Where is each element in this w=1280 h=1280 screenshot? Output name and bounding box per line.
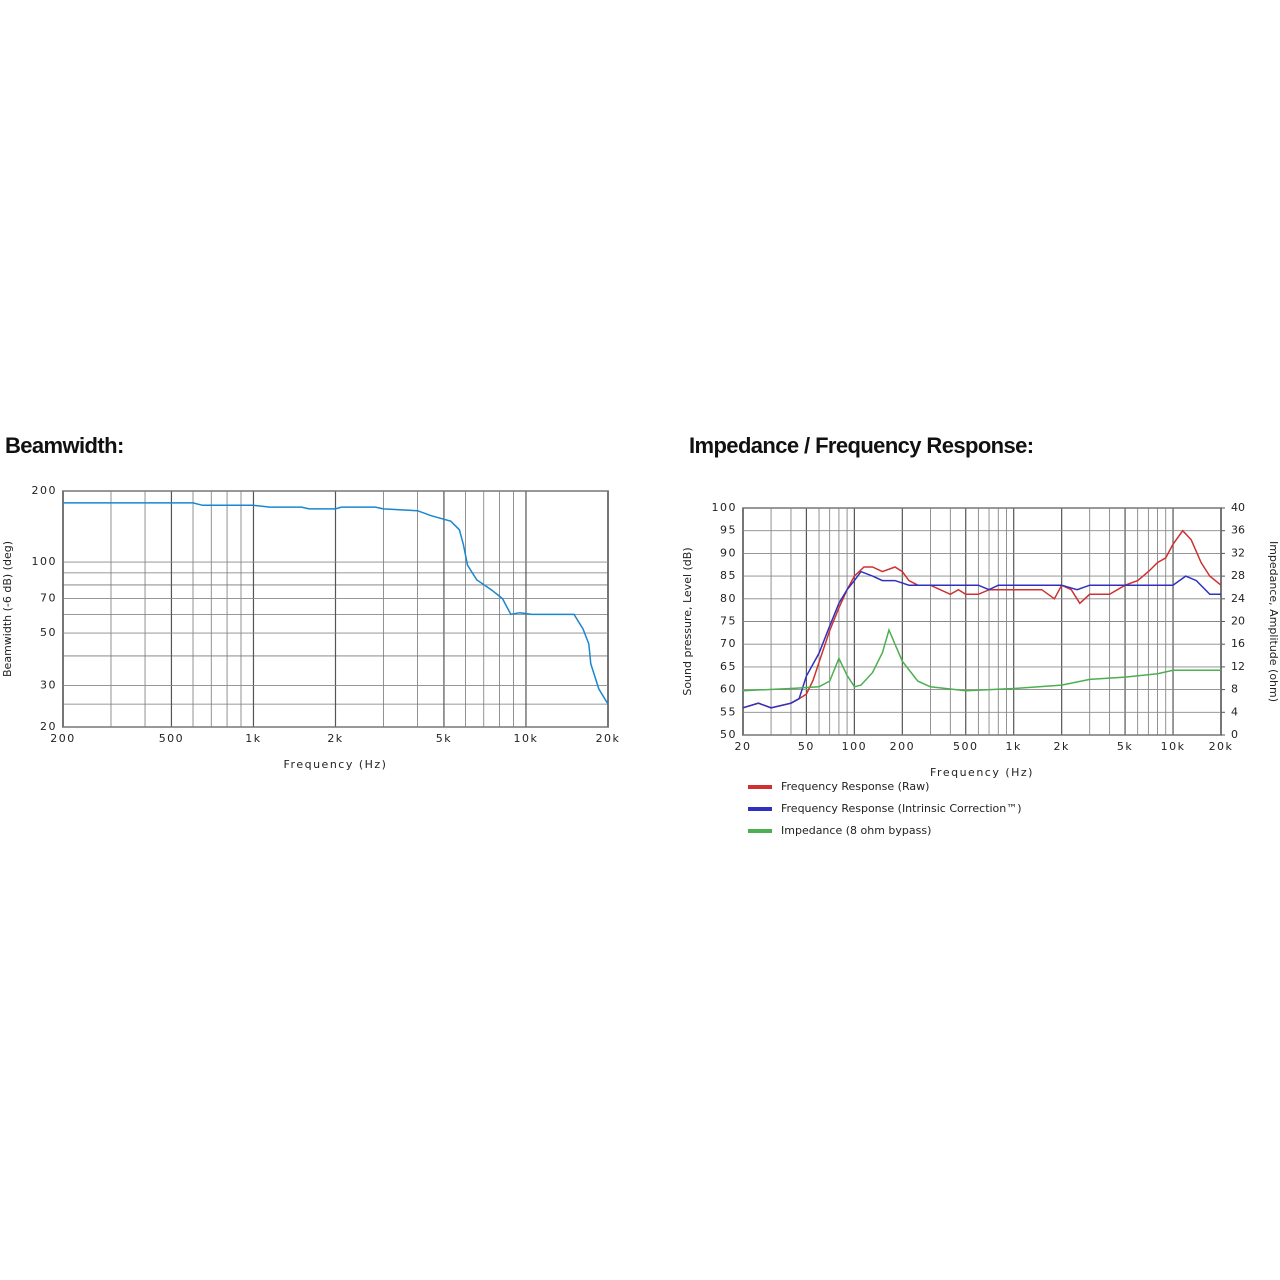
x-tick-label: 500: [953, 740, 979, 753]
x-tick-label: 2k: [1053, 740, 1069, 753]
y-tick-label: 30: [40, 678, 57, 691]
y-tick-label: 50: [40, 626, 57, 639]
legend-swatch: [748, 785, 772, 789]
y2-tick-label: 20: [1231, 615, 1245, 628]
x-tick-label: 100: [842, 740, 868, 753]
x-tick-label: 2k: [327, 732, 343, 745]
y2-tick-label: 28: [1231, 569, 1245, 582]
x-tick-label: 5k: [1117, 740, 1133, 753]
y2-axis-label: Impedance, Amplitude (ohm): [1267, 541, 1280, 702]
x-tick-label: 200: [890, 740, 916, 753]
y-tick-label: 95: [720, 524, 737, 537]
y-tick-label: 75: [720, 615, 737, 628]
x-tick-label: 1k: [1006, 740, 1022, 753]
y-tick-label: 65: [720, 660, 737, 673]
x-axis-label: Frequency (Hz): [930, 766, 1034, 779]
y2-tick-label: 32: [1231, 546, 1245, 559]
chart-title: Beamwidth:: [5, 433, 124, 458]
y-axis-label: Sound pressure, Level (dB): [681, 547, 694, 695]
y2-tick-label: 16: [1231, 637, 1245, 650]
y-tick-label: 200: [32, 484, 58, 497]
chart-title: Impedance / Frequency Response:: [689, 433, 1034, 458]
y-tick-label: 20: [40, 720, 57, 733]
y-tick-label: 100: [32, 555, 58, 568]
y-tick-label: 80: [720, 592, 737, 605]
legend-swatch: [748, 829, 772, 833]
y-tick-label: 70: [720, 637, 737, 650]
y2-tick-label: 12: [1231, 660, 1245, 673]
legend-label: Frequency Response (Intrinsic Correction…: [781, 802, 1022, 815]
x-tick-label: 20k: [596, 732, 621, 745]
x-tick-label: 10k: [514, 732, 539, 745]
data-line: [742, 627, 1221, 692]
y-tick-label: 60: [720, 683, 737, 696]
y2-tick-label: 40: [1231, 501, 1245, 514]
x-axis-label: Frequency (Hz): [284, 758, 388, 771]
data-line: [742, 570, 1221, 709]
y-axis-label: Beamwidth (-6 dB) (deg): [1, 541, 14, 677]
x-tick-label: 1k: [245, 732, 261, 745]
x-tick-label: 50: [798, 740, 815, 753]
x-tick-label: 20k: [1209, 740, 1234, 753]
y-tick-label: 70: [40, 592, 57, 605]
y2-tick-label: 36: [1231, 524, 1245, 537]
x-tick-label: 200: [50, 732, 76, 745]
x-tick-label: 500: [159, 732, 185, 745]
y-tick-label: 85: [720, 569, 737, 582]
y2-tick-label: 0: [1231, 728, 1238, 741]
legend-label: Frequency Response (Raw): [781, 780, 929, 793]
x-tick-label: 5k: [436, 732, 452, 745]
legend-label: Impedance (8 ohm bypass): [781, 824, 931, 837]
y2-tick-label: 4: [1231, 705, 1238, 718]
y-tick-label: 50: [720, 728, 737, 741]
legend-swatch: [748, 807, 772, 811]
x-tick-label: 20: [735, 740, 752, 753]
y-tick-label: 90: [720, 546, 737, 559]
x-tick-label: 10k: [1161, 740, 1186, 753]
y-tick-label: 55: [720, 705, 737, 718]
data-line: [742, 529, 1222, 709]
y2-tick-label: 8: [1231, 683, 1238, 696]
data-line: [63, 502, 609, 705]
y-tick-label: 100: [712, 501, 738, 514]
y2-tick-label: 24: [1231, 592, 1245, 605]
